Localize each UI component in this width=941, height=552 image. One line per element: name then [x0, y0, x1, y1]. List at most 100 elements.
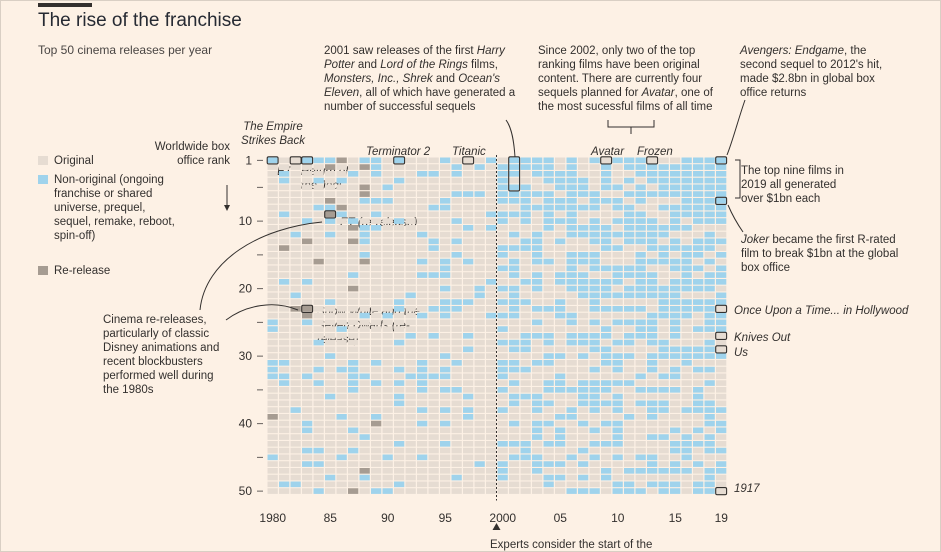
- heatmap-cell: [704, 427, 715, 434]
- heatmap-cell: [440, 177, 451, 184]
- heatmap-cell: [405, 285, 416, 292]
- heatmap-cell: [451, 427, 462, 434]
- heatmap-cell: [658, 198, 669, 204]
- heatmap-cell: [440, 326, 451, 332]
- heatmap-cell: [279, 225, 290, 231]
- heatmap-cell: [497, 245, 508, 251]
- heatmap-cell: [440, 225, 451, 231]
- heatmap-cell: [543, 447, 554, 454]
- heatmap-cell: [658, 191, 669, 197]
- heatmap-cell: [290, 474, 301, 481]
- heatmap-cell: [520, 333, 531, 339]
- heatmap-cell: [497, 258, 508, 265]
- heatmap-cell: [532, 211, 543, 218]
- heatmap-cell: [670, 468, 681, 474]
- heatmap-cell: [578, 387, 589, 393]
- heatmap-cell: [532, 306, 543, 312]
- heatmap-cell: [279, 258, 290, 265]
- heatmap-cell: [601, 468, 612, 474]
- heatmap-cell: [474, 461, 485, 467]
- heatmap-cell: [716, 198, 727, 204]
- heatmap-cell: [543, 468, 554, 474]
- heatmap-cell: [302, 225, 313, 231]
- heatmap-cell: [589, 360, 600, 366]
- heatmap-cell: [313, 292, 324, 299]
- heatmap-cell: [428, 306, 439, 312]
- heatmap-cell: [463, 218, 474, 224]
- heatmap-cell: [647, 157, 658, 164]
- heatmap-cell: [451, 373, 462, 380]
- heatmap-cell: [497, 387, 508, 393]
- heatmap-cell: [555, 400, 566, 407]
- heatmap-cell: [532, 481, 543, 488]
- heatmap-cell: [624, 191, 635, 197]
- heatmap-cell: [382, 171, 393, 177]
- heatmap-cell: [405, 461, 416, 467]
- heatmap-cell: [451, 400, 462, 407]
- heatmap-cell: [440, 319, 451, 326]
- heatmap-cell: [497, 400, 508, 407]
- heatmap-cell: [509, 488, 520, 494]
- heatmap-cell: [532, 279, 543, 285]
- heatmap-cell: [612, 204, 623, 211]
- heatmap-cell: [589, 292, 600, 299]
- heatmap-cell: [497, 434, 508, 440]
- heatmap-cell: [451, 461, 462, 467]
- heatmap-cell: [371, 420, 382, 427]
- heatmap-cell: [313, 414, 324, 420]
- heatmap-cell: [417, 258, 428, 265]
- heatmap-cell: [267, 299, 278, 305]
- heatmap-cell: [532, 225, 543, 231]
- heatmap-cell: [681, 427, 692, 434]
- heatmap-cell: [532, 488, 543, 494]
- heatmap-cell: [348, 238, 359, 245]
- heatmap-cell: [612, 252, 623, 258]
- heatmap-cell: [463, 177, 474, 184]
- heatmap-cell: [279, 414, 290, 420]
- heatmap-cell: [405, 191, 416, 197]
- heatmap-cell: [290, 468, 301, 474]
- label-1917: 1917: [734, 483, 760, 495]
- heatmap-cell: [520, 265, 531, 272]
- highlight-box: [715, 304, 728, 313]
- heatmap-cell: [325, 265, 336, 272]
- heatmap-cell: [405, 468, 416, 474]
- heatmap-cell: [486, 366, 497, 373]
- heatmap-cell: [428, 198, 439, 204]
- heatmap-cell: [681, 380, 692, 386]
- heatmap-cell: [624, 474, 635, 481]
- heatmap-cell: [612, 346, 623, 353]
- heatmap-cell: [290, 333, 301, 339]
- heatmap-cell: [566, 441, 577, 447]
- heatmap-cell: [497, 353, 508, 359]
- heatmap-cell: [359, 272, 370, 278]
- heatmap-cell: [348, 326, 359, 332]
- heatmap-cell: [624, 407, 635, 413]
- heatmap-cell: [601, 252, 612, 258]
- heatmap-cell: [704, 211, 715, 218]
- heatmap-cell: [670, 380, 681, 386]
- heatmap-cell: [348, 441, 359, 447]
- heatmap-cell: [474, 414, 485, 420]
- heatmap-cell: [302, 252, 313, 258]
- heatmap-cell: [624, 400, 635, 407]
- highlight-box: [289, 156, 302, 165]
- heatmap-cell: [612, 191, 623, 197]
- note-2001: 2001 saw releases of the first Harry Pot…: [324, 45, 516, 113]
- heatmap-cell: [290, 326, 301, 332]
- heatmap-cell: [555, 488, 566, 494]
- heatmap-cell: [348, 474, 359, 481]
- heatmap-cell: [635, 292, 646, 299]
- heatmap-cell: [313, 265, 324, 272]
- heatmap-cell: [371, 177, 382, 184]
- heatmap-cell: [704, 373, 715, 380]
- heatmap-cell: [635, 258, 646, 265]
- heatmap-cell: [601, 434, 612, 440]
- heatmap-cell: [658, 474, 669, 481]
- heatmap-cell: [555, 198, 566, 204]
- heatmap-cell: [428, 258, 439, 265]
- heatmap-cell: [474, 447, 485, 454]
- heatmap-cell: [635, 225, 646, 231]
- heatmap-cell: [532, 238, 543, 245]
- highlight-box: [301, 304, 314, 313]
